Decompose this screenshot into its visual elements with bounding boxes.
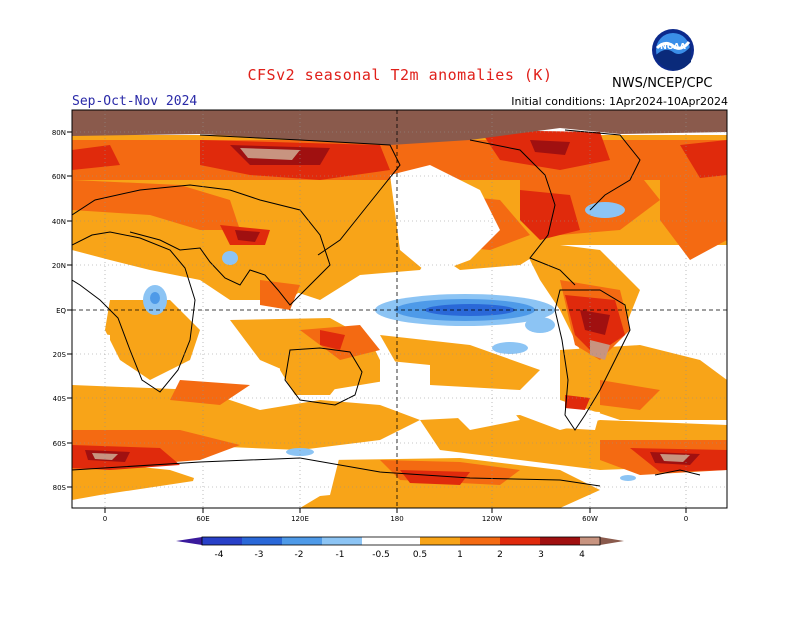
noaa-logo: NOAA bbox=[651, 28, 695, 72]
map-frame bbox=[71, 109, 728, 509]
map-title: CFSv2 seasonal T2m anomalies (K) bbox=[247, 66, 553, 84]
colorbar-swatch bbox=[322, 537, 362, 545]
lat-label: 80S bbox=[53, 484, 67, 492]
lat-label: 40N bbox=[52, 218, 66, 226]
colorbar-label: -1 bbox=[336, 550, 345, 560]
season-label: Sep-Oct-Nov 2024 bbox=[72, 94, 198, 109]
colorbar-label: -2 bbox=[295, 550, 304, 560]
colorbar-swatch bbox=[282, 537, 322, 545]
colorbar-swatch bbox=[202, 537, 242, 545]
coastlines bbox=[72, 129, 701, 487]
lat-label: 40S bbox=[53, 395, 67, 403]
colorbar-swatch bbox=[242, 537, 282, 545]
agency-label: NWS/NCEP/CPC bbox=[612, 76, 713, 91]
lat-label: 20N bbox=[52, 262, 66, 270]
lat-label: 60S bbox=[53, 440, 67, 448]
colorbar-label: 3 bbox=[538, 550, 544, 560]
lat-label: 80N bbox=[52, 129, 66, 137]
colorbar-high-arrow bbox=[600, 537, 624, 545]
colorbar-label: 2 bbox=[497, 550, 503, 560]
warm-anomaly-polar bbox=[72, 110, 727, 145]
colorbar-label: -0.5 bbox=[372, 550, 390, 560]
colorbar-label: 1 bbox=[457, 550, 463, 560]
colorbar-swatch bbox=[540, 537, 580, 545]
initial-conditions-label: Initial conditions: 1Apr2024-10Apr2024 bbox=[511, 95, 728, 108]
colorbar-swatch bbox=[500, 537, 540, 545]
logo-text: NOAA bbox=[660, 42, 686, 51]
lon-label: 0 bbox=[103, 515, 107, 523]
near-normal-region bbox=[72, 165, 727, 505]
colorbar-label: -4 bbox=[215, 550, 224, 560]
warm-anomaly-extreme bbox=[92, 148, 690, 462]
lat-label: 60N bbox=[52, 173, 66, 181]
lon-label: 120W bbox=[482, 515, 502, 523]
lon-label: 60E bbox=[196, 515, 209, 523]
lon-label: 0 bbox=[684, 515, 688, 523]
equator-dateline bbox=[72, 110, 727, 508]
color-bar bbox=[176, 536, 624, 546]
lat-label: EQ bbox=[56, 307, 66, 315]
lon-label: 180 bbox=[390, 515, 403, 523]
lat-label: 20S bbox=[53, 351, 67, 359]
colorbar-swatch bbox=[580, 537, 600, 545]
colorbar-label: -3 bbox=[255, 550, 264, 560]
lon-label: 60W bbox=[582, 515, 598, 523]
lon-label: 120E bbox=[291, 515, 309, 523]
colorbar-label: 4 bbox=[579, 550, 585, 560]
colorbar-swatch bbox=[362, 537, 420, 545]
axis-ticks bbox=[67, 131, 687, 513]
colorbar-swatch bbox=[420, 537, 460, 545]
colorbar-swatch bbox=[460, 537, 500, 545]
colorbar-low-arrow bbox=[176, 537, 202, 545]
colorbar-label: 0.5 bbox=[413, 550, 427, 560]
